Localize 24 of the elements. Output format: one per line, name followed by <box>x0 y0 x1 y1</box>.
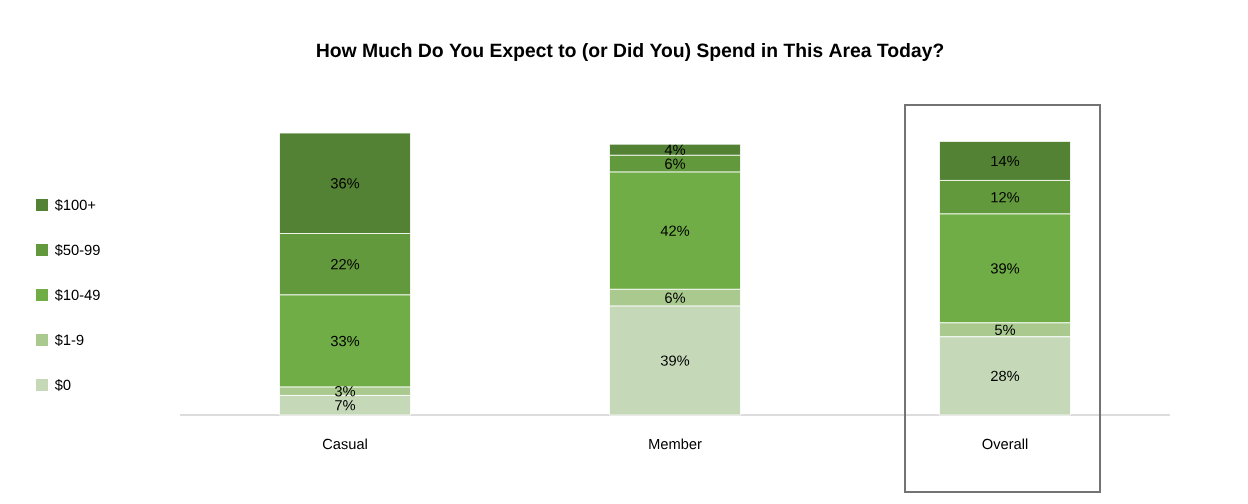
data-label: 4% <box>664 144 686 155</box>
data-label: 36% <box>330 178 360 189</box>
data-label: 12% <box>991 192 1020 203</box>
data-label: 14% <box>991 155 1020 167</box>
data-label: 22% <box>331 259 360 270</box>
data-label: 39% <box>660 355 690 366</box>
x-tick-label: Overall <box>982 438 1028 450</box>
x-tick-label: Member <box>649 438 702 450</box>
legend-label: $0 <box>54 379 71 391</box>
legend-label: $50-99 <box>54 244 100 256</box>
data-label: 5% <box>995 324 1016 335</box>
x-tick-label: Casual <box>322 438 367 450</box>
data-label: 6% <box>665 158 686 169</box>
data-label: 3% <box>334 386 356 397</box>
data-label: 33% <box>330 335 360 347</box>
legend-label: $10-49 <box>54 289 100 301</box>
data-label: 7% <box>335 400 356 411</box>
legend-label: $1-9 <box>54 334 84 346</box>
data-label: 28% <box>991 370 1020 382</box>
data-label: 39% <box>990 263 1020 274</box>
legend-label: $100+ <box>54 199 96 211</box>
chart-title: How Much Do You Expect to (or Did You) Spend in This Area Today? <box>317 42 944 62</box>
data-label: 6% <box>665 292 686 303</box>
data-label: 42% <box>660 225 690 236</box>
